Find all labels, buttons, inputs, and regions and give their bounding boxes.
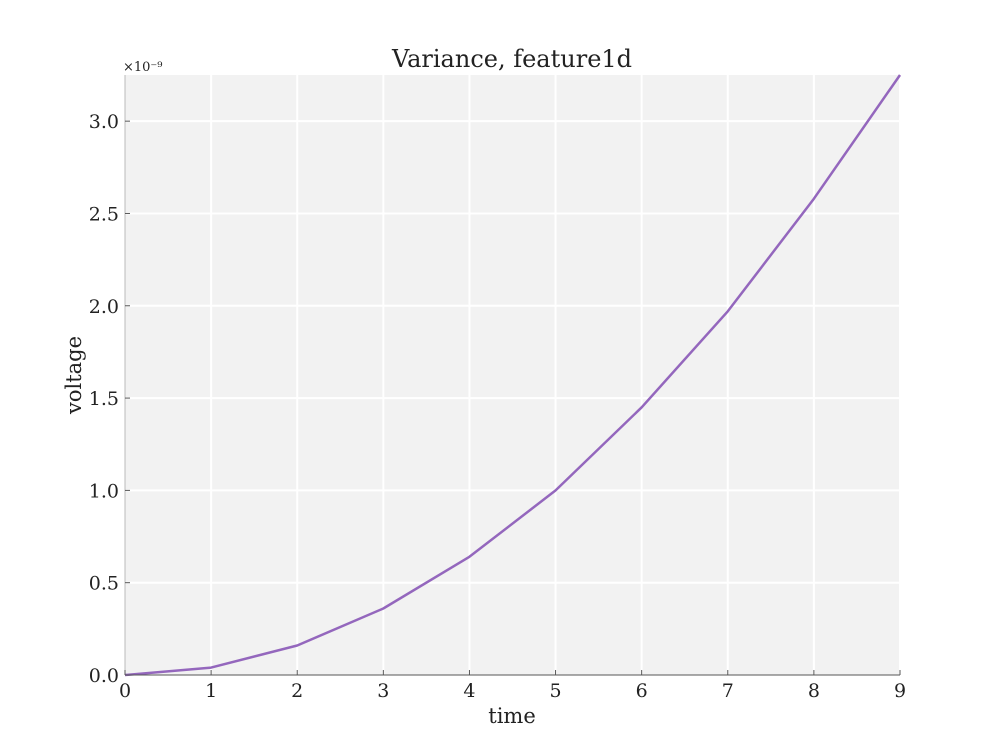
x-tick-label: 3 xyxy=(377,680,389,702)
grid-lines xyxy=(125,75,901,675)
y-tick-label: 3.0 xyxy=(89,111,119,133)
series-group xyxy=(124,74,902,677)
x-tick-label: 9 xyxy=(894,680,906,702)
x-tick-label: 5 xyxy=(550,680,562,702)
x-tick-label: 0 xyxy=(119,680,131,702)
x-tick-label: 1 xyxy=(205,680,217,702)
axes-group xyxy=(124,75,901,676)
y-tick-label: 2.0 xyxy=(89,296,119,318)
x-tick-label: 2 xyxy=(291,680,303,702)
x-axis-label: time xyxy=(488,704,536,728)
x-tick-label: 4 xyxy=(463,680,475,702)
x-tick-label: 6 xyxy=(636,680,648,702)
y-tick-label: 0.0 xyxy=(89,665,119,687)
chart-title: Variance, feature1d xyxy=(391,45,632,73)
y-tick-label: 1.0 xyxy=(89,480,119,502)
plot-area xyxy=(125,75,900,675)
y-tick-label: 1.5 xyxy=(89,388,119,410)
x-tick-label: 8 xyxy=(808,680,820,702)
y-axis-label: voltage xyxy=(62,336,86,415)
x-tick-label: 7 xyxy=(722,680,734,702)
y-scale-label: ×10⁻⁹ xyxy=(123,60,163,75)
series-line xyxy=(124,74,902,677)
tick-labels: 0 1 2 3 4 5 6 7 8 9 0.0 0.5 1.0 1.5 2.0 2.5 3.0 xyxy=(89,111,906,702)
y-tick-label: 0.5 xyxy=(89,573,119,595)
y-tick-label: 2.5 xyxy=(89,203,119,225)
